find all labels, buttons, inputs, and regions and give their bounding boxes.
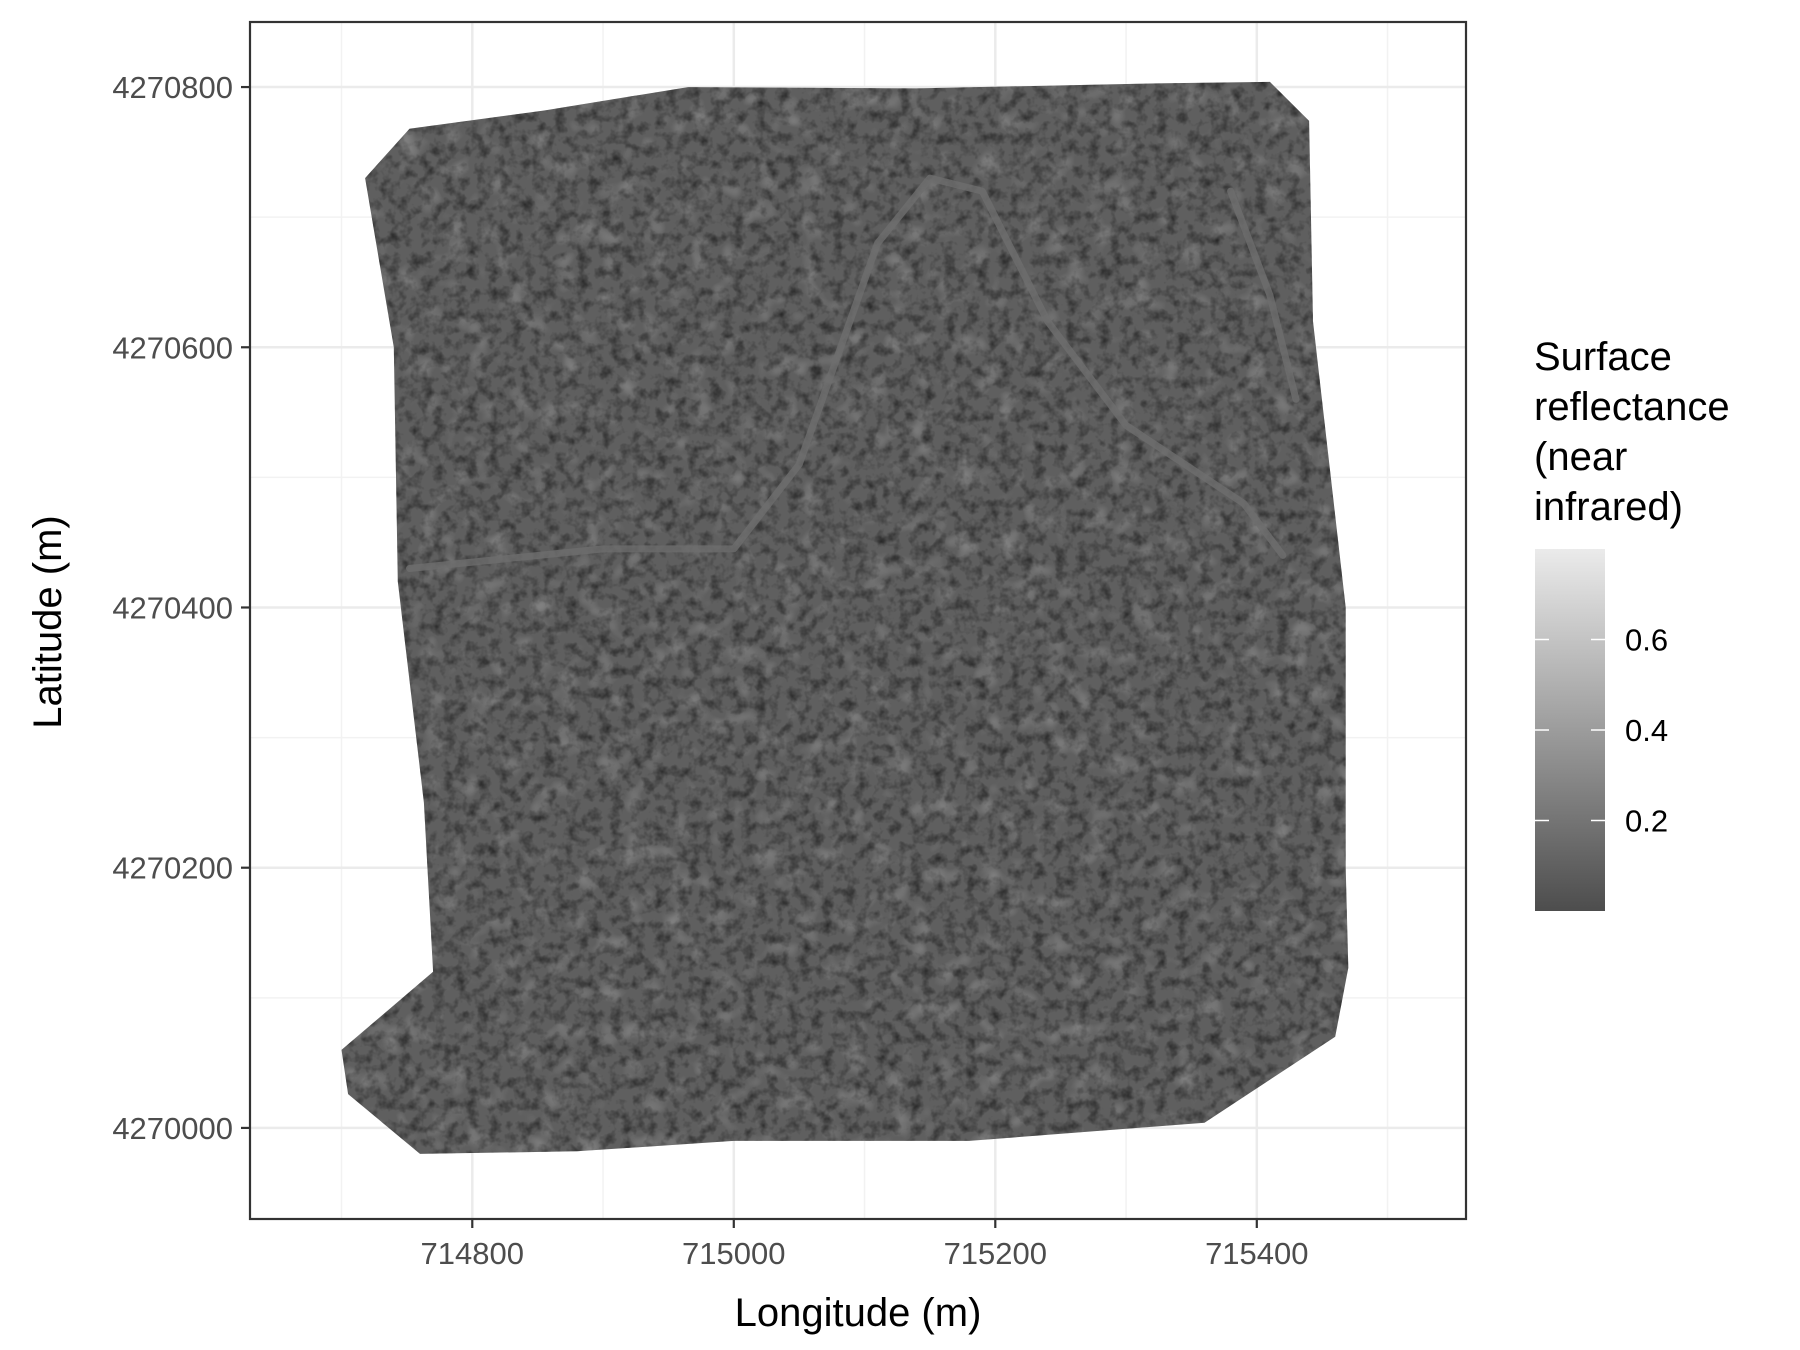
raster-highlights [341, 81, 1349, 1154]
y-tick-label: 4270400 [112, 590, 233, 625]
legend-ticks: 0.2 0.4 0.6 [1535, 623, 1668, 839]
x-tick-label: 715200 [944, 1236, 1047, 1271]
x-tick-label: 715000 [682, 1236, 785, 1271]
plot-border [248, 20, 1468, 1221]
legend-tick-label: 0.4 [1625, 713, 1668, 748]
legend-title-line-1: Surface [1534, 335, 1672, 379]
x-axis-ticks: 714800 715000 715200 715400 [421, 1219, 1309, 1271]
legend: Surface reflectance (near infrared) 0.20… [1534, 335, 1730, 911]
legend-tick-label: 0.2 [1625, 804, 1668, 839]
y-tick-label: 4270200 [112, 851, 233, 886]
y-axis-ticks: 4270000 4270200 4270400 4270600 4270800 [112, 70, 250, 1146]
raster-track [1227, 187, 1300, 403]
y-tick-label: 4270000 [112, 1111, 233, 1146]
legend-title-line-3: (near [1534, 435, 1627, 479]
raster-tracks [406, 174, 1300, 572]
legend-title-line-4: infrared) [1534, 485, 1683, 529]
y-tick-label: 4270800 [112, 70, 233, 105]
legend-title-line-2: reflectance [1534, 385, 1730, 429]
y-axis-title: Latitude (m) [26, 515, 70, 728]
reflectance-raster [341, 81, 1349, 1154]
raster-track [406, 174, 1287, 572]
y-tick-label: 4270600 [112, 330, 233, 365]
x-axis-title: Longitude (m) [735, 1291, 982, 1335]
legend-tick-label: 0.6 [1625, 623, 1668, 658]
x-tick-label: 714800 [421, 1236, 524, 1271]
x-tick-label: 715400 [1205, 1236, 1308, 1271]
